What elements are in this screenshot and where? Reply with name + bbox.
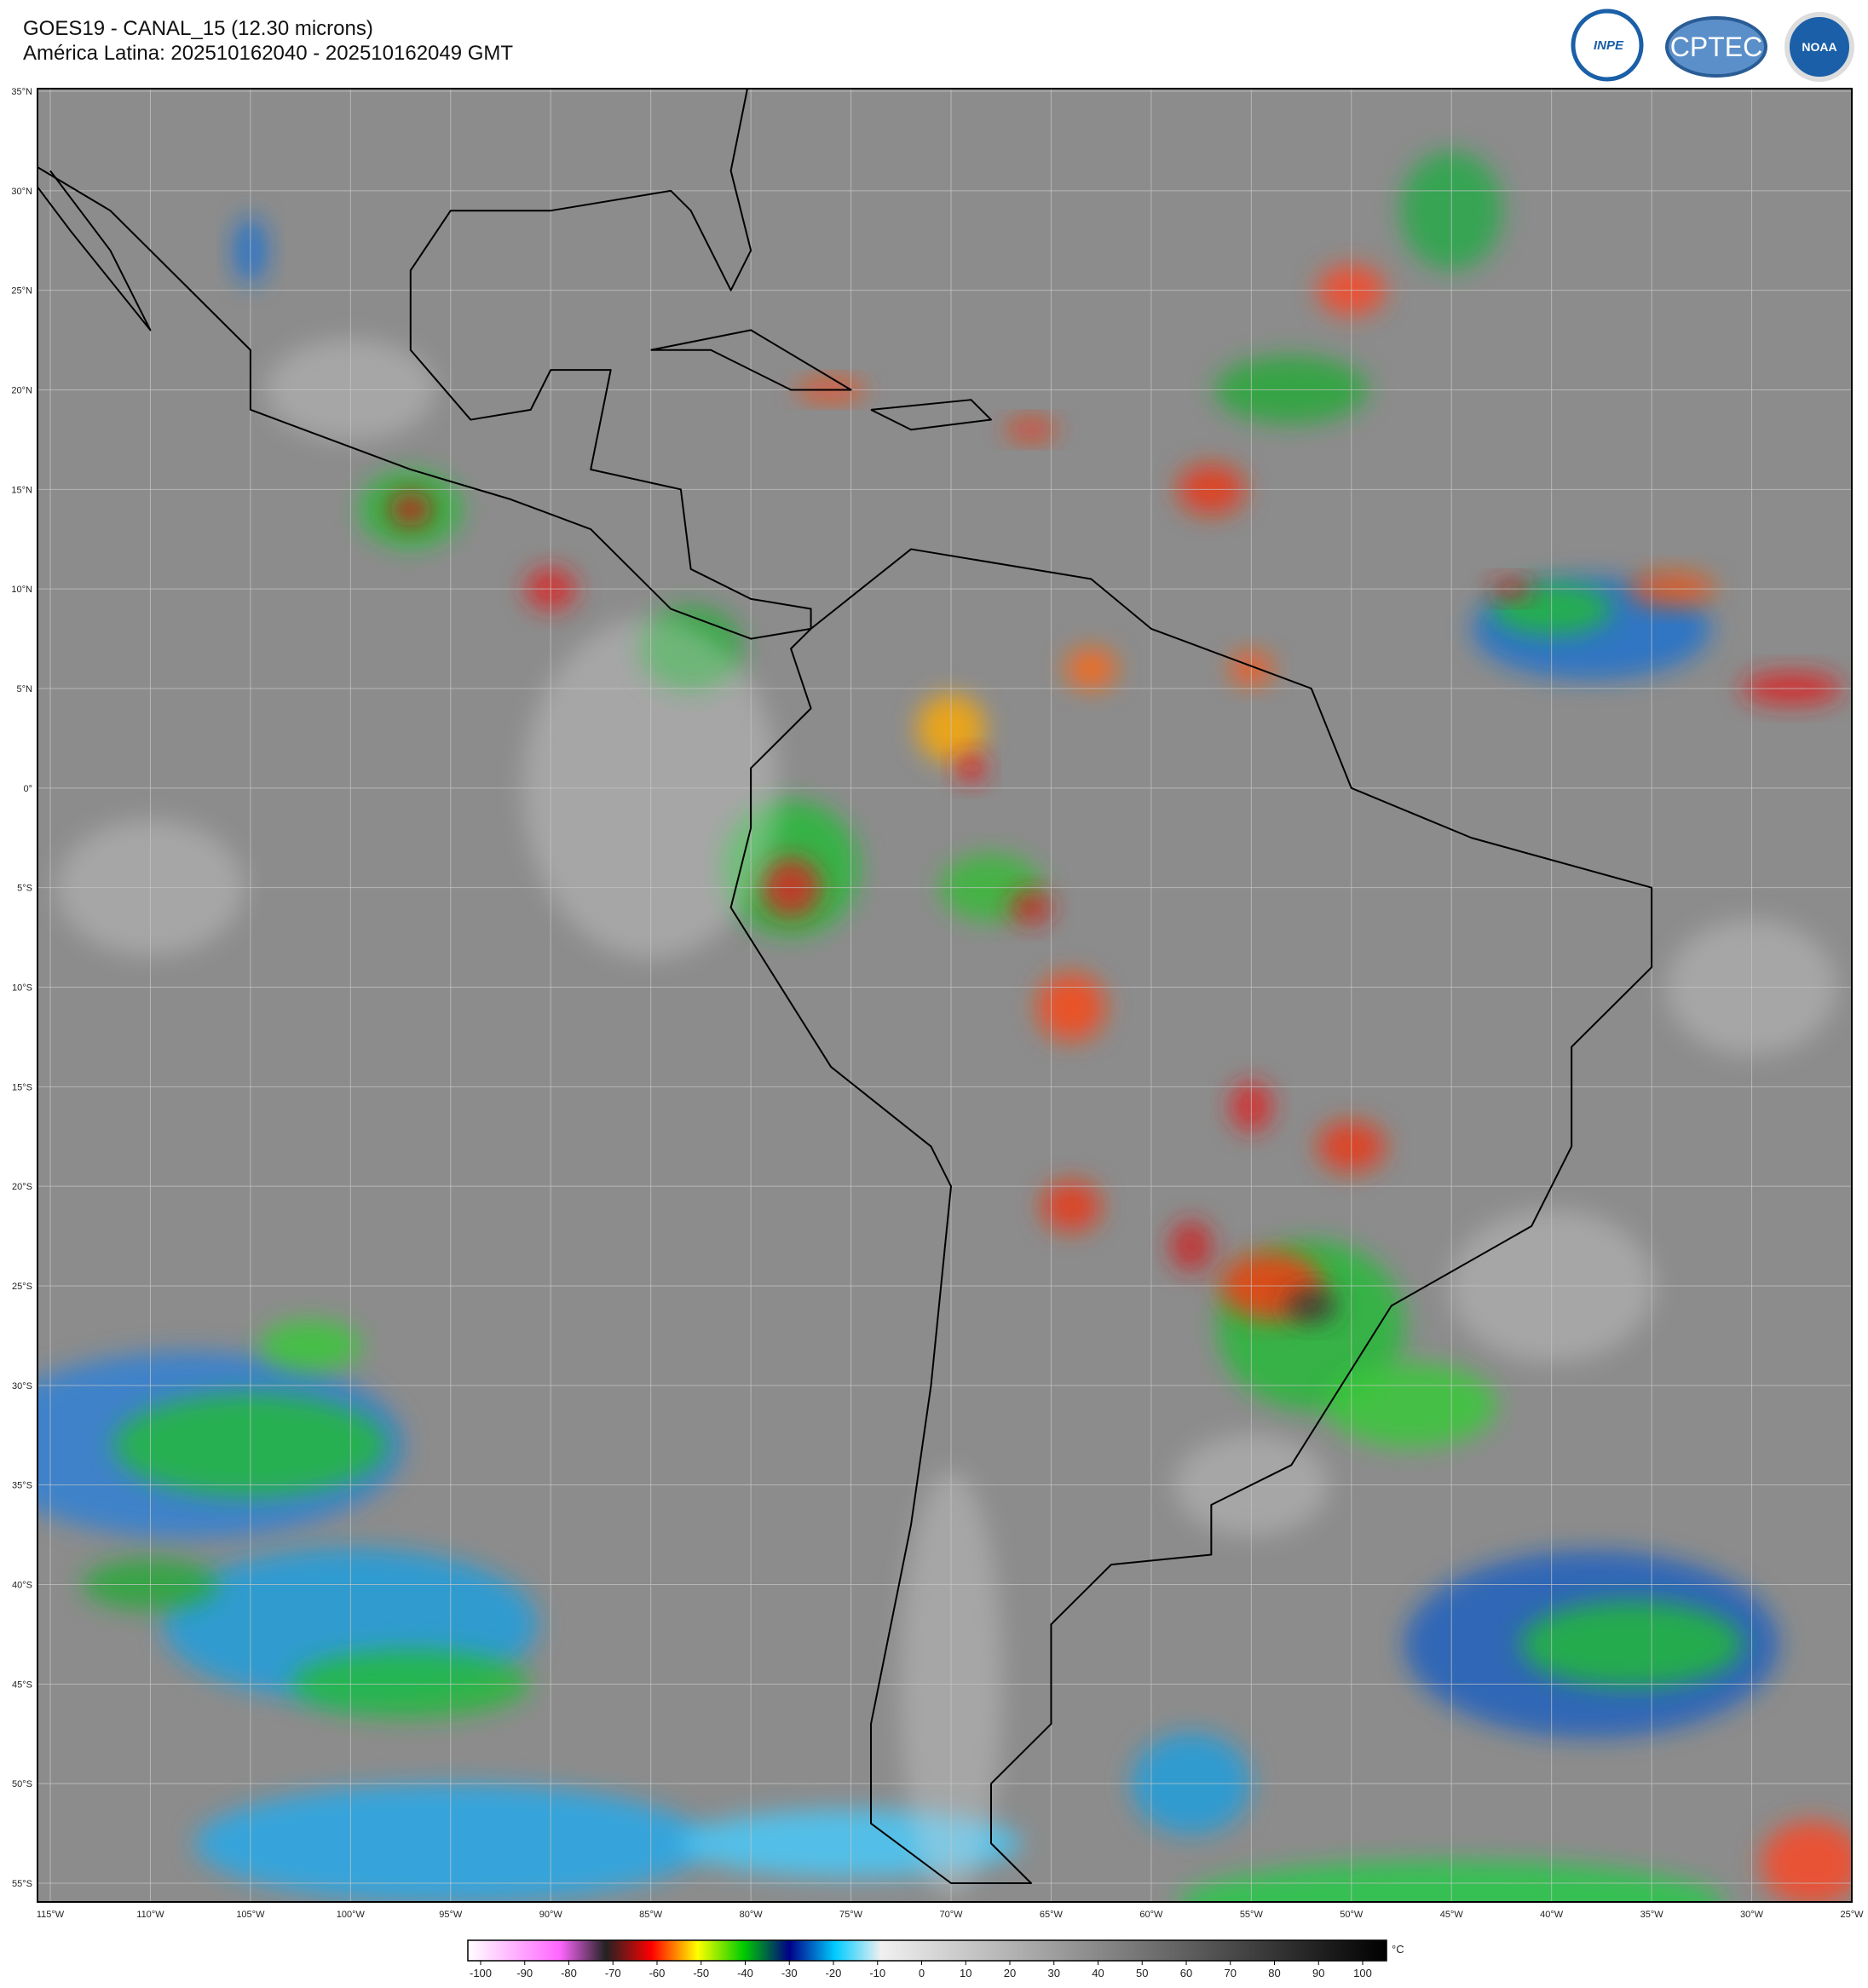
colorbar-tick-label: 0 — [919, 1967, 925, 1979]
coastline — [37, 170, 152, 331]
cloud — [1036, 972, 1105, 1041]
longitude-label: 75°W — [839, 1910, 863, 1920]
latitude-label: 50°S — [12, 1779, 32, 1789]
colorbar-tick-label: -20 — [826, 1967, 842, 1979]
colorbar-ramp — [467, 1939, 1387, 1962]
latitude-label: 30°N — [11, 187, 32, 197]
latitude-label: 10°S — [12, 983, 32, 994]
coastline — [37, 89, 812, 640]
logo-text: NOAA — [1802, 40, 1836, 54]
colorbar-tick-label: -80 — [561, 1967, 577, 1979]
logos: INPE CPTEC NOAA — [1571, 9, 1854, 82]
colorbar-tick-label: 80 — [1268, 1967, 1280, 1979]
longitude-label: 60°W — [1139, 1910, 1163, 1920]
colorbar: -100 -90 -80 -70 -60 -50 -40 -30 -20 -10 0 10 20 30 40… — [467, 1939, 1404, 1979]
longitude-label: 85°W — [639, 1910, 663, 1920]
latitude-label: 25°S — [12, 1282, 32, 1292]
longitude-label: 40°W — [1540, 1910, 1564, 1920]
cloud — [1285, 1288, 1337, 1323]
longitude-label: 55°W — [1240, 1910, 1264, 1920]
latitude-label: 15°S — [12, 1082, 32, 1092]
cloud — [955, 752, 987, 784]
coastline — [870, 399, 992, 431]
latitude-label: 35°N — [11, 87, 32, 97]
colorbar-tick-label: -40 — [737, 1967, 753, 1979]
cloud — [1041, 1180, 1101, 1232]
cloud — [1169, 1220, 1213, 1272]
logo-text: CPTEC — [1670, 32, 1762, 62]
longitude-label: 35°W — [1640, 1910, 1664, 1920]
longitude-label: 65°W — [1040, 1910, 1064, 1920]
latitude-label: 15°N — [11, 485, 32, 495]
latitude-label: 25°N — [11, 286, 32, 297]
longitude-label: 45°W — [1440, 1910, 1464, 1920]
latitude-label: 20°S — [12, 1182, 32, 1192]
logo-inpe — [1571, 9, 1644, 82]
cloud — [1326, 1363, 1497, 1449]
coastline — [650, 329, 852, 391]
colorbar-tick-label: -70 — [605, 1967, 621, 1979]
colorbar-tick-label: -30 — [781, 1967, 798, 1979]
longitude-label: 80°W — [740, 1910, 764, 1920]
latitude-label: 5°N — [17, 684, 33, 694]
longitude-label: 70°W — [939, 1910, 963, 1920]
colorbar-tick-label: 70 — [1225, 1967, 1237, 1979]
longitude-label: 115°W — [37, 1910, 65, 1920]
latitude-label: 40°S — [12, 1581, 32, 1591]
colorbar-tick-label: 50 — [1136, 1967, 1148, 1979]
logo-noaa — [1784, 12, 1854, 82]
map-frame — [37, 88, 1853, 1903]
longitude-label: 90°W — [539, 1910, 563, 1920]
cloud — [1065, 647, 1117, 690]
longitude-label: 25°W — [1840, 1910, 1864, 1920]
colorbar-tick-label: 10 — [960, 1967, 971, 1979]
colorbar-tick-label: 100 — [1353, 1967, 1372, 1979]
logo-cptec — [1665, 16, 1767, 78]
cloud — [389, 492, 432, 527]
latitude-label: 55°S — [12, 1879, 32, 1889]
latitude-label: 10°N — [11, 585, 32, 595]
colorbar-tick-label: -100 — [470, 1967, 492, 1979]
graticule — [37, 89, 1852, 1902]
latitude-label: 5°S — [17, 884, 32, 894]
latitude-label: 45°S — [12, 1680, 32, 1690]
longitude-label: 100°W — [337, 1910, 366, 1920]
colorbar-unit: °C — [1392, 1943, 1404, 1956]
longitude-label: 30°W — [1740, 1910, 1764, 1920]
colorbar-tick-label: -90 — [516, 1967, 533, 1979]
subtitle: América Latina: 202510162040 - 202510162… — [23, 42, 513, 65]
latitude-label: 20°N — [11, 386, 32, 396]
colorbar-tick-label: -50 — [693, 1967, 709, 1979]
colorbar-tick-label: -60 — [649, 1967, 666, 1979]
longitude-label: 95°W — [439, 1910, 463, 1920]
latitude-label: 35°S — [12, 1481, 32, 1491]
coastline — [729, 548, 1653, 1884]
colorbar-tick-label: 20 — [1004, 1967, 1016, 1979]
cloud — [1009, 890, 1052, 925]
longitude-label: 110°W — [136, 1910, 164, 1920]
satellite-map — [37, 89, 1852, 1902]
title: GOES19 - CANAL_15 (12.30 microns) — [23, 17, 373, 40]
latitude-label: 30°S — [12, 1381, 32, 1392]
latitude-label: 0° — [23, 784, 32, 794]
cloud — [1761, 1820, 1852, 1902]
coastlines — [37, 89, 1653, 1884]
colorbar-tick-label: 40 — [1092, 1967, 1104, 1979]
cloud — [1520, 1601, 1743, 1687]
cloud — [259, 1320, 362, 1372]
colorbar-tick-label: 60 — [1180, 1967, 1192, 1979]
graticule-labels: 35°N 30°N 25°N 20°N 15°N 10°N 5°N 0° 5°S 10°S 15°S… — [11, 87, 1864, 1920]
colorbar-tick-label: 90 — [1312, 1967, 1324, 1979]
longitude-label: 105°W — [236, 1910, 265, 1920]
logo-text: INPE — [1594, 38, 1624, 53]
longitude-label: 50°W — [1340, 1910, 1364, 1920]
colorbar-tick-label: -10 — [869, 1967, 885, 1979]
colorbar-tick-label: 30 — [1048, 1967, 1060, 1979]
cloud — [1005, 419, 1057, 441]
